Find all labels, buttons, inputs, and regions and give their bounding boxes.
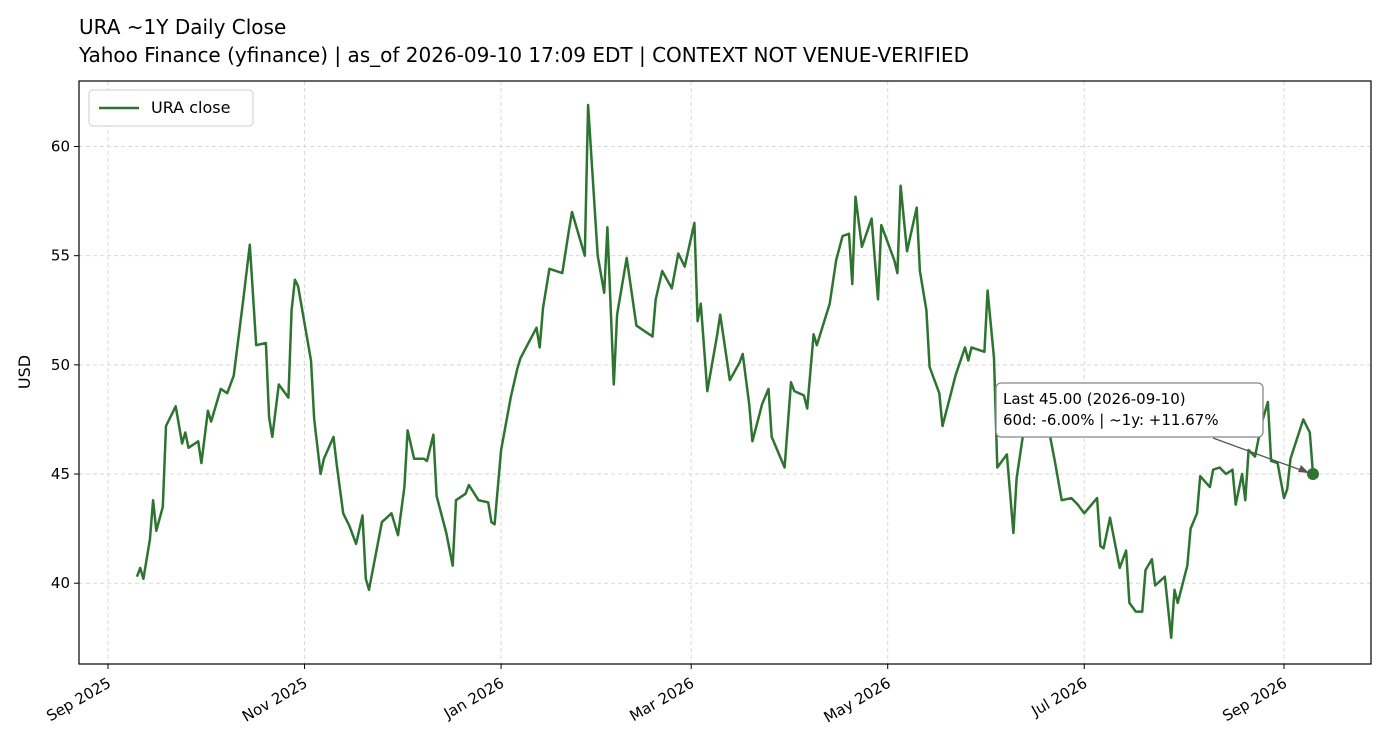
x-tick-label: Jan 2026 bbox=[440, 674, 507, 723]
y-axis-label: USD bbox=[15, 355, 34, 389]
y-tick-label: 55 bbox=[51, 247, 70, 265]
last-point bbox=[1307, 468, 1320, 481]
y-tick-label: 50 bbox=[51, 356, 70, 374]
x-tick-label: Mar 2026 bbox=[626, 674, 697, 725]
plot-area bbox=[79, 81, 1371, 664]
y-tick-label: 40 bbox=[51, 574, 70, 592]
legend: URA close bbox=[88, 89, 254, 127]
annotation-box bbox=[995, 382, 1264, 438]
x-tick-label: Jul 2026 bbox=[1028, 674, 1091, 721]
annotation-text: 60d: -6.00% | ~1y: +11.67% bbox=[1003, 411, 1219, 429]
annotation-text: Last 45.00 (2026-09-10) bbox=[1003, 390, 1186, 408]
y-tick-label: 60 bbox=[51, 138, 70, 156]
x-tick-label: Nov 2025 bbox=[239, 674, 311, 726]
chart-title: URA ~1Y Daily Close bbox=[79, 15, 286, 39]
legend-box bbox=[88, 89, 254, 127]
y-tick-label: 45 bbox=[51, 465, 70, 483]
plot-frame bbox=[78, 80, 1372, 665]
legend-label: URA close bbox=[151, 98, 230, 117]
price-line bbox=[135, 103, 1315, 640]
x-tick-label: Sep 2026 bbox=[1219, 674, 1290, 725]
x-tick-label: May 2026 bbox=[821, 674, 894, 727]
annotation-arrow bbox=[1212, 437, 1310, 474]
chart-subtitle: Yahoo Finance (yfinance) | as_of 2026-09… bbox=[78, 43, 969, 67]
annotation-arrowhead bbox=[1298, 465, 1310, 474]
x-tick-label: Sep 2025 bbox=[43, 674, 114, 725]
